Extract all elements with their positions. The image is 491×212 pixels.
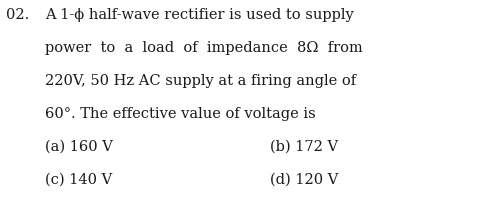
Text: (b) 172 V: (b) 172 V <box>270 140 338 154</box>
Text: power  to  a  load  of  impedance  8Ω  from: power to a load of impedance 8Ω from <box>45 41 363 55</box>
Text: 220V, 50 Hz AC supply at a firing angle of: 220V, 50 Hz AC supply at a firing angle … <box>45 74 356 88</box>
Text: (d) 120 V: (d) 120 V <box>270 173 338 187</box>
Text: 60°. The effective value of voltage is: 60°. The effective value of voltage is <box>45 107 316 121</box>
Text: (c) 140 V: (c) 140 V <box>45 173 112 187</box>
Text: A 1-ϕ half-wave rectifier is used to supply: A 1-ϕ half-wave rectifier is used to sup… <box>45 8 354 22</box>
Text: 02.: 02. <box>6 8 29 22</box>
Text: (a) 160 V: (a) 160 V <box>45 140 113 154</box>
